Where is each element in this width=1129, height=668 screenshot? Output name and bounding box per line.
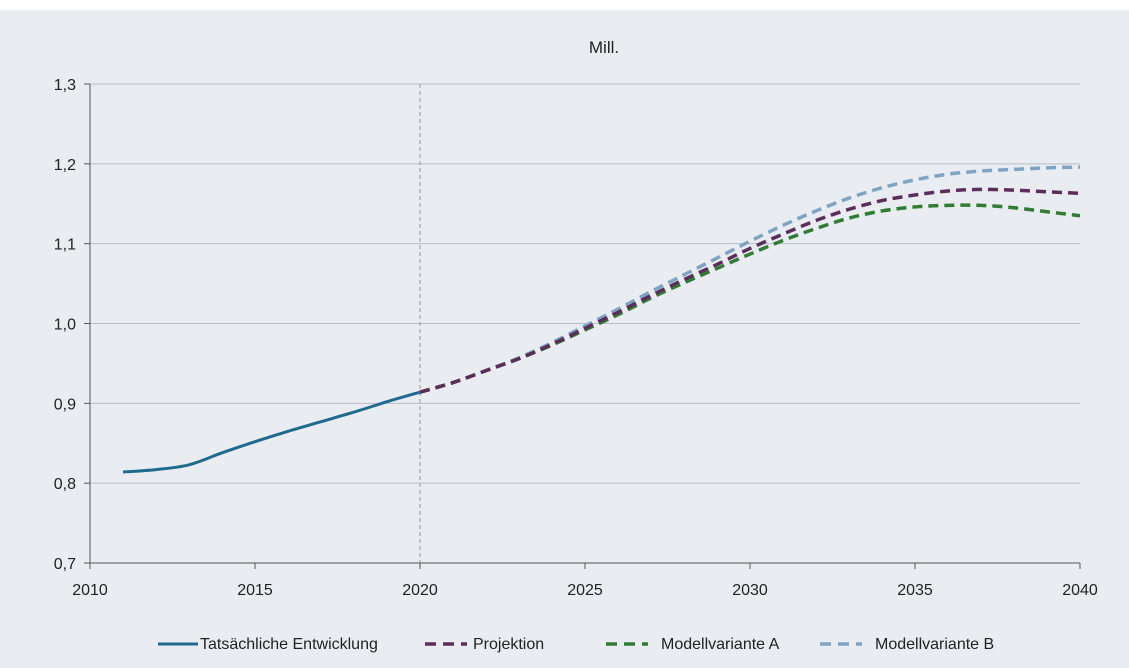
series-line-2 <box>419 203 1081 394</box>
axes <box>84 83 1081 569</box>
y-tick-label: 1,3 <box>54 77 76 94</box>
y-tick-label: 1,1 <box>54 237 76 254</box>
series-lines <box>122 165 1081 474</box>
x-tick-label: 2030 <box>732 582 768 599</box>
legend-label-0: Tatsächliche Entwicklung <box>200 636 378 653</box>
series-line-0 <box>122 390 421 474</box>
y-tick-label: 0,9 <box>54 396 76 413</box>
series-line-1 <box>419 187 1081 394</box>
x-tick-label: 2020 <box>402 582 438 599</box>
legend-label-1: Projektion <box>473 636 544 653</box>
y-tick-label: 1,2 <box>54 157 76 174</box>
x-tick-label: 2035 <box>897 582 933 599</box>
legend-label-2: Modellvariante A <box>661 636 780 653</box>
x-tick-label: 2040 <box>1062 582 1098 599</box>
x-tick-label: 2025 <box>567 582 603 599</box>
x-tick-label: 2010 <box>72 582 108 599</box>
y-tick-label: 1,0 <box>54 317 76 334</box>
top-border <box>0 0 1129 10</box>
gridlines <box>90 83 1080 484</box>
tick-labels: 0,7 0,8 0,9 1,0 1,1 1,2 1,3 2010 2015 2020 2025 203… <box>54 77 1098 599</box>
legend-label-3: Modellvariante B <box>875 636 994 653</box>
legend: Tatsächliche Entwicklung Projektion Modell… <box>158 636 994 653</box>
y-tick-label: 0,8 <box>54 476 76 493</box>
x-tick-label: 2015 <box>237 582 273 599</box>
unit-label: Mill. <box>589 38 619 57</box>
y-tick-label: 0,7 <box>54 556 76 573</box>
